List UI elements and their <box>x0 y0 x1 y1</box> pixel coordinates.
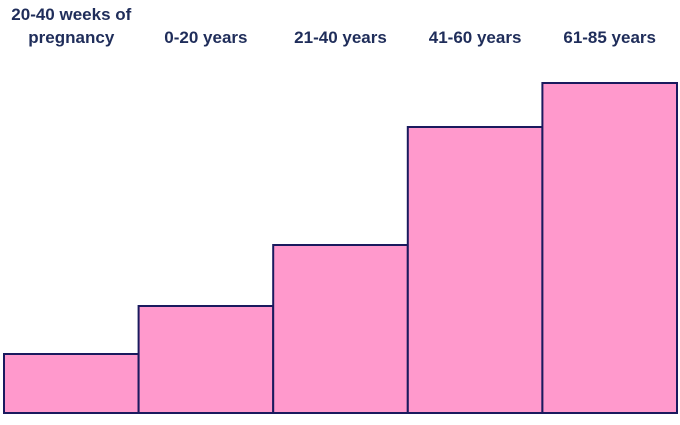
bar <box>3 353 140 414</box>
bar <box>272 244 409 414</box>
bar <box>406 126 544 414</box>
bar <box>541 82 679 414</box>
category-label: 21-40 years <box>294 28 387 47</box>
bar <box>137 305 275 414</box>
category-label: 61-85 years <box>563 28 656 47</box>
category-label: 0-20 years <box>164 28 248 47</box>
category-label: 20-40 weeks of pregnancy <box>11 5 132 47</box>
category-label: 41-60 years <box>428 28 522 47</box>
